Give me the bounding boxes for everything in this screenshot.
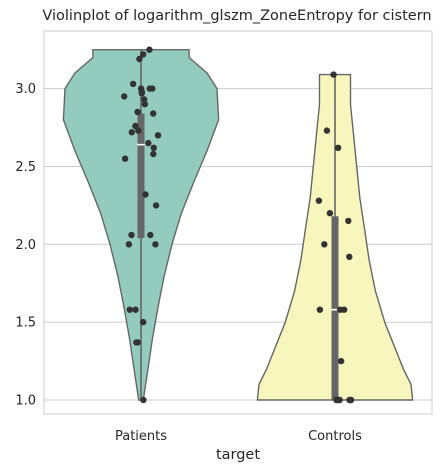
data-point (150, 110, 157, 117)
data-point (126, 306, 133, 313)
data-point (154, 132, 162, 139)
data-point (330, 71, 337, 78)
data-point (316, 306, 324, 313)
iqr-box (331, 216, 339, 400)
data-point (141, 96, 148, 103)
data-point (136, 55, 143, 63)
x-axis-label: target (216, 447, 260, 463)
data-point (138, 90, 145, 97)
data-point (340, 306, 348, 313)
data-point (145, 139, 152, 147)
x-tick-labels: Patients Controls (115, 429, 362, 444)
data-point (346, 396, 353, 404)
data-point (134, 108, 141, 116)
violin-layer (62, 49, 414, 401)
y-tick-label: 2.5 (15, 160, 36, 175)
data-point (134, 339, 141, 346)
data-point (346, 253, 353, 260)
y-tick-label: 3.0 (15, 82, 36, 97)
data-point (125, 241, 133, 248)
data-point (334, 144, 342, 151)
data-point (146, 85, 153, 92)
data-point (121, 93, 128, 100)
plot-frame (43, 30, 433, 415)
data-point (323, 127, 331, 134)
x-tick-label: Patients (115, 429, 167, 444)
iqr-box (137, 113, 145, 239)
data-point (146, 46, 153, 53)
data-point (140, 51, 147, 58)
y-tick-label: 1.5 (15, 316, 36, 331)
chart-title: Violinplot of logarithm_glszm_ZoneEntrop… (42, 8, 431, 24)
points-layer (121, 46, 355, 404)
data-point (326, 210, 334, 217)
data-point (132, 122, 139, 130)
data-point (135, 127, 142, 134)
data-point (128, 129, 135, 136)
data-point (315, 197, 323, 204)
data-point (337, 357, 345, 365)
data-point (142, 191, 149, 198)
y-tick-label: 2.0 (15, 238, 36, 253)
data-point (150, 144, 157, 151)
data-point (132, 306, 139, 313)
data-point (147, 231, 154, 239)
y-tick-labels: 1.0 1.5 2.0 2.5 3.0 (15, 82, 36, 408)
data-point (152, 202, 160, 209)
data-point (152, 241, 159, 248)
x-tick-label: Controls (308, 429, 362, 444)
data-point (129, 80, 137, 88)
data-point (150, 150, 157, 158)
data-point (345, 217, 352, 225)
data-point (121, 155, 129, 162)
data-point (141, 101, 149, 108)
data-point (140, 318, 147, 326)
data-point (128, 231, 135, 239)
data-point (140, 396, 147, 404)
data-point (336, 396, 343, 404)
y-tick-label: 1.0 (15, 393, 36, 408)
data-point (321, 241, 328, 248)
